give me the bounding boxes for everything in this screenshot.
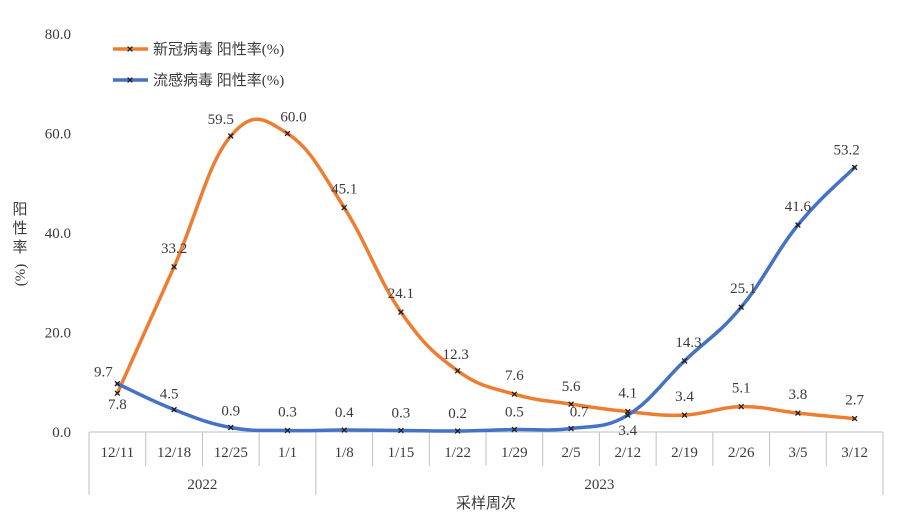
- axes: 0.0 20.0 40.0 60.0 80.0 阳性率 (%) 12/11 12/18 12/25…: [12, 27, 884, 512]
- data-point-marker: [454, 428, 461, 434]
- x-tick-label: 3/5: [788, 445, 807, 461]
- data-label: 0.3: [392, 406, 411, 422]
- data-label: 0.5: [505, 405, 524, 421]
- data-label: 45.1: [331, 182, 357, 198]
- data-label: 5.1: [732, 381, 751, 397]
- data-point-marker: [454, 367, 461, 374]
- markers: [114, 130, 858, 434]
- data-label: 7.6: [505, 368, 524, 384]
- x-tick-label: 12/11: [101, 445, 135, 461]
- data-label: 2.7: [845, 393, 864, 409]
- data-label: 33.2: [161, 241, 187, 257]
- x-tick-label: 3/12: [841, 445, 868, 461]
- data-label: 60.0: [280, 110, 306, 126]
- y-axis-title: (%): [13, 264, 29, 287]
- y-tick-label: 60.0: [45, 127, 71, 143]
- x-tick-label: 1/1: [278, 445, 297, 461]
- data-point-marker: [624, 412, 631, 418]
- data-label: 53.2: [834, 142, 860, 158]
- data-point-marker: [681, 412, 688, 418]
- data-label: 0.4: [335, 405, 354, 421]
- data-label: 3.4: [675, 389, 694, 405]
- data-label: 0.9: [221, 404, 240, 420]
- data-label: 24.1: [388, 286, 414, 302]
- data-point-marker: [341, 427, 348, 433]
- data-point-marker: [284, 130, 291, 137]
- data-label: 59.5: [208, 112, 234, 128]
- y-tick-label: 0.0: [52, 425, 71, 441]
- series-line-1: [115, 165, 857, 433]
- data-point-marker: [227, 133, 234, 139]
- data-label: 41.6: [785, 199, 812, 215]
- data-point-marker: [738, 403, 745, 410]
- data-point-marker: [284, 427, 291, 434]
- data-label: 7.8: [108, 397, 127, 413]
- data-point-marker: [227, 424, 234, 431]
- x-tick-label: 2/26: [728, 445, 755, 461]
- y-axis-title: 性: [12, 220, 27, 237]
- data-point-marker: [795, 222, 801, 228]
- x-tick-label: 2/5: [561, 445, 580, 461]
- x-tick-label: 12/18: [157, 445, 191, 461]
- x-tick-label: 1/15: [388, 445, 415, 461]
- x-tick-label: 1/22: [444, 445, 471, 461]
- data-labels: 7.8 33.2 59.5 60.0 45.1 24.1 12.3 7.6 5.6 4.1 3.4 5…: [94, 110, 865, 440]
- legend-label: 流感病毒 阳性率(%): [153, 72, 284, 89]
- data-label: 0.2: [448, 406, 467, 422]
- y-tick-label: 40.0: [45, 226, 71, 242]
- data-point-marker: [568, 401, 574, 407]
- x-axis-title: 采样周次: [456, 495, 516, 512]
- data-point-marker: [171, 263, 177, 270]
- y-axis-title: 阳: [12, 201, 27, 218]
- legend-label: 新冠病毒 阳性率(%): [153, 41, 284, 58]
- legend: 新冠病毒 阳性率(%) 流感病毒 阳性率(%): [113, 41, 284, 89]
- data-point-marker: [511, 391, 518, 398]
- data-point-marker: [568, 425, 574, 432]
- data-point-marker: [114, 380, 121, 387]
- legend-marker: [127, 77, 133, 83]
- data-label: 25.1: [730, 281, 756, 297]
- y-tick-label: 20.0: [45, 326, 71, 342]
- series-line-0: [115, 117, 857, 421]
- data-point-marker: [681, 357, 688, 364]
- y-tick-label: 80.0: [45, 27, 71, 43]
- data-point-marker: [851, 415, 858, 422]
- x-tick-label: 1/29: [501, 445, 528, 461]
- data-label: 0.3: [278, 405, 297, 421]
- data-label: 4.1: [618, 386, 637, 402]
- y-axis-title: 率: [12, 239, 27, 256]
- data-label: 5.6: [562, 379, 581, 395]
- data-point-marker: [511, 426, 518, 433]
- x-tick-label: 12/25: [214, 445, 248, 461]
- data-point-marker: [171, 406, 177, 413]
- data-label: 0.7: [570, 405, 589, 421]
- data-label: 3.4: [618, 423, 637, 439]
- data-label: 4.5: [160, 387, 179, 403]
- data-point-marker: [114, 390, 121, 397]
- data-label: 3.8: [789, 387, 808, 403]
- data-point-marker: [738, 304, 745, 310]
- data-label: 9.7: [94, 365, 113, 381]
- data-point-marker: [398, 427, 404, 434]
- x-tick-label: 2/19: [671, 445, 698, 461]
- data-label: 14.3: [675, 335, 701, 351]
- data-point-marker: [398, 309, 404, 315]
- year-label: 2022: [187, 477, 217, 493]
- x-tick-label: 1/8: [335, 445, 354, 461]
- legend-marker: [127, 46, 133, 52]
- data-label: 12.3: [443, 347, 469, 363]
- x-tick-label: 2/12: [614, 445, 641, 461]
- data-point-marker: [851, 164, 858, 171]
- data-point-marker: [795, 410, 801, 416]
- series-lines: [115, 117, 857, 433]
- year-label: 2023: [584, 477, 614, 493]
- data-point-marker: [341, 204, 348, 211]
